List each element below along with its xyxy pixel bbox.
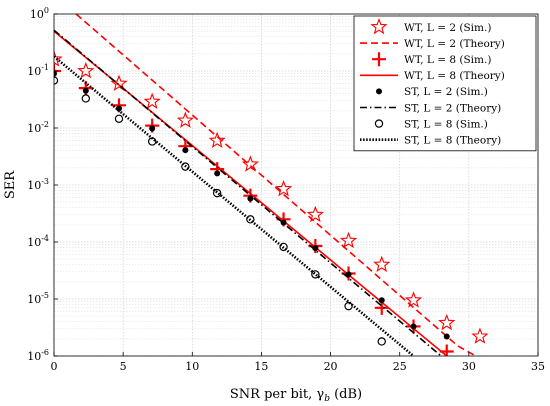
legend-box <box>353 15 537 152</box>
x-tick-label: 15 <box>254 360 268 373</box>
data-point <box>373 255 391 272</box>
legend-marker <box>372 52 386 67</box>
legend-label: ST, L = 2 (Sim.) <box>404 86 488 98</box>
data-point <box>311 270 320 279</box>
legend-label: ST, L = 8 (Theory) <box>404 135 501 147</box>
axis-ticks: 0 5 10 15 20 25 30 35 10-6 10-5 10-4 10-3 10-2 10-1 10… <box>27 6 545 373</box>
data-point <box>176 111 194 128</box>
data-point <box>377 337 386 346</box>
data-point <box>438 313 456 331</box>
legend-label: WT, L = 8 (Sim.) <box>404 54 491 66</box>
legend-marker <box>376 88 382 95</box>
series-line <box>54 29 442 356</box>
data-point <box>471 327 489 344</box>
data-point <box>81 94 91 103</box>
data-point <box>339 231 358 249</box>
legend-label: WT, L = 2 (Sim.) <box>404 22 491 34</box>
legend-item: ST, L = 8 (Theory) <box>360 135 501 147</box>
x-tick-label: 10 <box>185 360 199 373</box>
legend-item: WT, L = 2 (Theory) <box>360 38 505 50</box>
series-5 <box>54 70 450 340</box>
data-point <box>212 188 222 198</box>
data-point <box>143 92 161 109</box>
series-line <box>75 14 477 356</box>
data-point <box>274 179 293 197</box>
data-point <box>115 105 122 112</box>
data-point <box>410 323 417 330</box>
data-point <box>77 61 95 79</box>
legend-label: ST, L = 8 (Sim.) <box>404 118 488 130</box>
data-point <box>110 74 128 91</box>
series-line <box>54 55 415 356</box>
legend-label: WT, L = 2 (Theory) <box>404 38 505 50</box>
x-axis-label: SNR per bit, γb (dB) <box>230 387 362 404</box>
series-8 <box>54 55 415 356</box>
series-layer <box>54 14 489 356</box>
data-point <box>280 219 287 226</box>
legend-item: WT, L = 8 (Sim.) <box>372 52 491 67</box>
legend-item: WT, L = 8 (Theory) <box>360 70 505 82</box>
data-point <box>54 50 63 67</box>
data-point <box>208 131 226 148</box>
y-tick-label: 10-3 <box>27 177 49 192</box>
legend-marker <box>374 119 384 128</box>
data-point <box>214 170 221 177</box>
legend-label: ST, L = 2 (Theory) <box>404 102 501 114</box>
y-axis-label: SER <box>3 170 18 199</box>
data-point <box>149 125 156 132</box>
x-tick-label: 30 <box>462 360 476 373</box>
data-point <box>279 242 288 252</box>
data-point <box>54 70 57 77</box>
series-1 <box>54 50 489 344</box>
y-tick-label: 100 <box>30 6 49 21</box>
data-point <box>82 87 89 94</box>
legend-item: ST, L = 2 (Sim.) <box>376 86 488 98</box>
y-tick-label: 10-2 <box>27 120 49 135</box>
legend-marker <box>370 17 388 35</box>
x-tick-label: 25 <box>393 360 407 373</box>
legend-item: WT, L = 2 (Sim.) <box>370 17 491 35</box>
data-point <box>246 215 255 224</box>
data-point <box>241 155 259 172</box>
series-6 <box>54 29 442 356</box>
series-7 <box>54 76 386 346</box>
series-2 <box>75 14 477 356</box>
data-point <box>114 114 124 124</box>
data-point <box>306 205 324 223</box>
y-tick-label: 10-1 <box>27 63 49 78</box>
x-tick-label: 0 <box>51 360 58 373</box>
y-tick-label: 10-5 <box>27 291 49 306</box>
x-tick-label: 5 <box>120 360 127 373</box>
data-point <box>181 162 190 171</box>
legend-label: WT, L = 8 (Theory) <box>404 70 505 82</box>
data-point <box>443 333 450 340</box>
legend: WT, L = 2 (Sim.) WT, L = 2 (Theory) WT, L … <box>353 15 537 152</box>
data-point <box>182 147 189 154</box>
y-tick-label: 10-4 <box>27 234 49 249</box>
x-tick-label: 35 <box>531 360 545 373</box>
legend-item: ST, L = 8 (Sim.) <box>374 118 488 130</box>
x-tick-label: 20 <box>324 360 338 373</box>
data-point <box>54 64 61 78</box>
legend-item: ST, L = 2 (Theory) <box>360 102 501 114</box>
data-point <box>378 297 385 304</box>
data-point <box>247 195 254 202</box>
data-point <box>404 291 423 308</box>
y-tick-label: 10-6 <box>27 348 49 363</box>
data-point <box>344 301 353 311</box>
